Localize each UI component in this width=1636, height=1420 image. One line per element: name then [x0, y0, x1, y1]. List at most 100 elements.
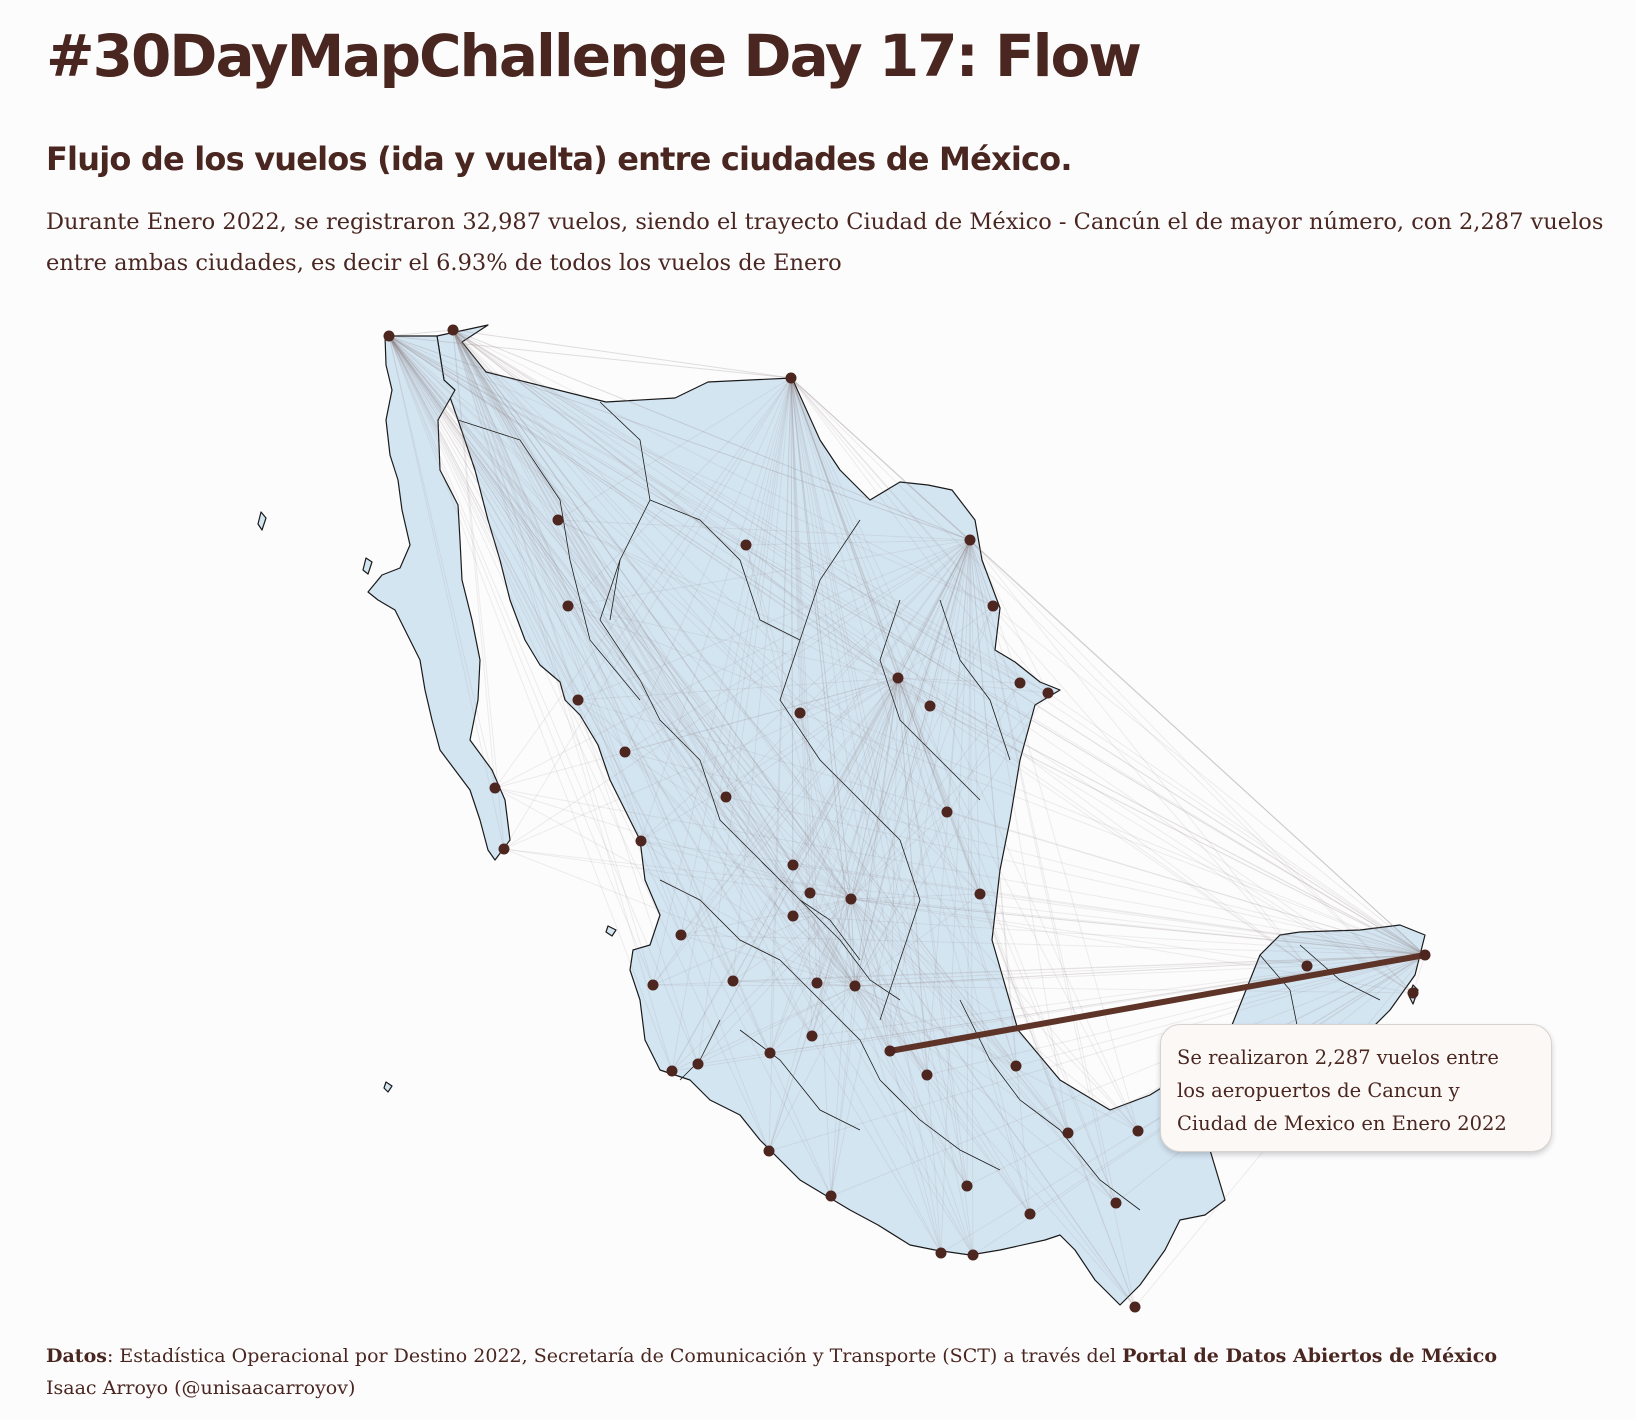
- flow-line: [388, 335, 1414, 994]
- flow-line: [790, 377, 1426, 956]
- flow-line: [577, 699, 1426, 956]
- flow-line: [929, 705, 1426, 956]
- airport-point: [811, 977, 823, 989]
- flow-line: [1412, 954, 1426, 994]
- flow-line: [790, 377, 794, 917]
- flow-line: [624, 751, 1426, 956]
- flow-line: [557, 519, 899, 679]
- flow-line: [452, 329, 994, 607]
- flow-line: [854, 539, 971, 987]
- flow-line: [494, 539, 971, 789]
- flow-line: [889, 677, 899, 1052]
- flow-line: [790, 377, 1117, 1204]
- flow-line: [809, 892, 1426, 956]
- source-label: Datos: [46, 1345, 107, 1367]
- flow-line: [388, 335, 654, 986]
- flow-line: [388, 335, 569, 607]
- airport-point: [447, 324, 459, 336]
- island-marias: [605, 925, 617, 937]
- flow-line: [652, 677, 899, 986]
- annotation-line-2: los aeropuertos de Cancun y: [1177, 1079, 1460, 1102]
- flow-line: [811, 677, 899, 1037]
- flow-line: [452, 329, 968, 1187]
- airport-point: [635, 835, 647, 847]
- annotation-line-1: Se realizaron 2,287 vuelos entre: [1177, 1046, 1499, 1069]
- flow-line: [854, 605, 994, 987]
- flow-line: [388, 335, 832, 1197]
- flow-line: [452, 329, 794, 866]
- baja-california-outline: [367, 335, 511, 861]
- flow-line: [652, 539, 971, 986]
- island-guadalupe: [257, 511, 267, 531]
- flow-line: [452, 329, 1017, 1067]
- airport-point: [967, 1249, 979, 1261]
- flow-line: [388, 335, 1049, 694]
- flow-line: [790, 377, 852, 900]
- flow-line: [452, 329, 1426, 956]
- flow-line: [854, 985, 928, 1076]
- flow-line: [452, 329, 899, 679]
- flow-line: [809, 892, 856, 987]
- flow-line: [557, 519, 1426, 956]
- flow-line: [577, 539, 971, 701]
- flow-line: [769, 954, 1426, 1054]
- airport-point: [1110, 1197, 1122, 1209]
- flow-line: [850, 682, 1021, 900]
- flow-line: [388, 335, 899, 679]
- flow-line: [577, 377, 792, 701]
- flow-line: [792, 539, 971, 866]
- airport-point: [964, 534, 976, 546]
- flow-line: [557, 519, 971, 541]
- flow-line: [854, 985, 1136, 1308]
- highlighted-route-layer: [887, 952, 1428, 1054]
- flow-line: [388, 335, 747, 546]
- airport-point: [740, 539, 752, 551]
- flow-line: [897, 677, 968, 1187]
- flow-line: [503, 677, 899, 850]
- flow-line: [768, 898, 852, 1152]
- flight-flow-lines: [388, 329, 1426, 1308]
- flow-line: [854, 539, 971, 987]
- flow-line: [969, 539, 1049, 694]
- flow-line: [640, 840, 856, 987]
- flow-line: [452, 329, 801, 714]
- flow-line: [830, 898, 852, 1197]
- flow-line: [388, 335, 801, 714]
- state-borders: [457, 401, 1381, 1211]
- flow-line: [790, 377, 1136, 1308]
- flow-line: [816, 982, 856, 987]
- flow-line: [671, 985, 856, 1072]
- flow-line: [790, 377, 1308, 967]
- flow-line: [850, 705, 931, 900]
- flow-line: [897, 677, 1017, 1067]
- flow-line: [388, 335, 727, 798]
- flow-line: [452, 329, 928, 1076]
- flow-line: [897, 677, 1414, 994]
- flow-line: [850, 893, 981, 900]
- flow-line: [640, 840, 1426, 956]
- flow-line: [940, 539, 971, 1254]
- airport-points: [383, 324, 1431, 1313]
- flow-line: [452, 329, 559, 521]
- flow-line: [768, 677, 899, 1152]
- flow-line: [388, 335, 1021, 684]
- flow-line: [830, 539, 971, 1197]
- flow-line: [792, 898, 852, 917]
- flow-line: [452, 329, 682, 936]
- flow-line: [790, 377, 899, 679]
- author-credit: Isaac Arroyo (@unisaacarroyov): [46, 1377, 356, 1399]
- flow-line: [969, 539, 1017, 1067]
- flow-line: [388, 335, 642, 842]
- flow-line: [680, 934, 1426, 956]
- flow-line: [567, 605, 1426, 956]
- airport-point: [987, 600, 999, 612]
- flow-line: [1015, 954, 1426, 1067]
- flow-line: [388, 335, 1031, 1215]
- airport-point: [804, 887, 816, 899]
- flow-line: [969, 539, 974, 1256]
- flow-line: [850, 898, 856, 987]
- flow-line: [811, 898, 852, 1037]
- flow-line: [854, 677, 899, 987]
- flow-line: [671, 954, 1426, 1072]
- flow-line: [969, 539, 1069, 1134]
